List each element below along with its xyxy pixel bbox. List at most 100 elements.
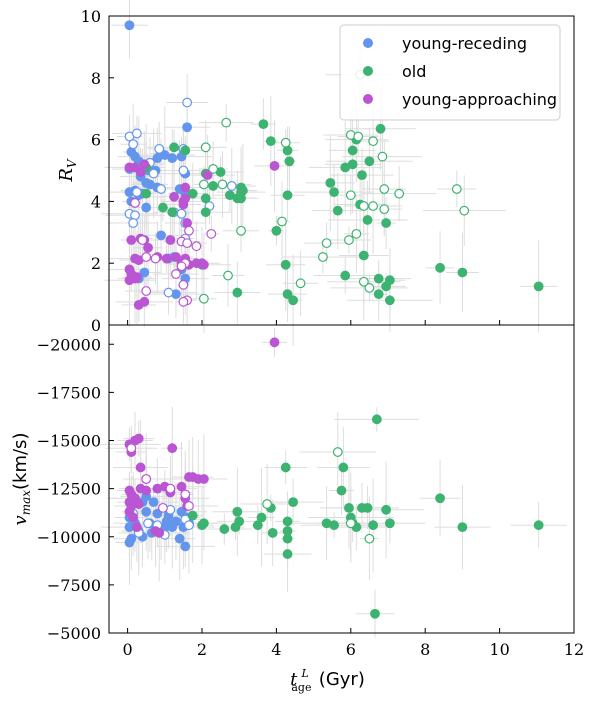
y-tick-label: −5000 (47, 624, 101, 643)
data-point-old-open (351, 228, 362, 239)
data-point-young-receding-open (176, 208, 187, 219)
data-point-young-approaching-filled (135, 462, 146, 473)
y-tick-label: −20000 (37, 335, 101, 354)
data-point-old-filled (457, 267, 468, 278)
data-point-old-filled (167, 207, 178, 218)
data-point-young-receding-open (184, 520, 194, 531)
data-point-old-filled (381, 218, 392, 228)
data-point-young-receding-filled (124, 20, 135, 31)
data-point-old-filled (371, 414, 382, 425)
data-point-young-approaching-open (141, 252, 152, 262)
data-point-old-open (295, 278, 306, 289)
y-tick-label: 8 (91, 69, 101, 88)
legend: young-receding old young-approaching (339, 24, 561, 121)
data-point-old-open (208, 164, 219, 174)
data-point-young-receding-open (143, 518, 153, 529)
x-tick-label: 10 (489, 640, 509, 659)
data-point-young-receding-filled (182, 122, 193, 133)
data-point-old-filled (384, 295, 395, 306)
data-point-young-approaching-open (180, 489, 191, 500)
data-point-old-filled (282, 190, 293, 201)
data-point-old-open (379, 184, 390, 194)
legend-label-young-approaching: young-approaching (402, 90, 557, 109)
data-point-old-filled (265, 136, 276, 147)
data-point-young-approaching-filled (131, 522, 142, 533)
data-point-young-approaching-filled (139, 296, 150, 307)
x-tick-label: 4 (271, 640, 281, 659)
data-point-old-filled (187, 510, 198, 521)
data-point-old-filled (362, 215, 373, 225)
x-tick-label: 8 (420, 640, 430, 659)
data-point-old-filled (347, 159, 358, 170)
data-point-old-open (364, 533, 375, 544)
x-tick-label: 0 (123, 640, 133, 659)
data-point-young-approaching-open (126, 443, 137, 454)
data-point-old-filled (267, 528, 278, 538)
data-point-young-approaching-filled (180, 182, 191, 193)
data-point-old-filled (280, 259, 291, 270)
data-point-young-approaching-filled (133, 433, 144, 444)
data-point-young-approaching-filled (141, 485, 152, 496)
data-point-old-filled (329, 187, 339, 198)
data-point-old-filled (258, 119, 269, 130)
data-point-old-filled (256, 512, 267, 523)
data-point-old-filled (362, 502, 373, 513)
data-point-old-filled (336, 485, 347, 496)
y-tick-label: 6 (91, 131, 101, 150)
data-point-old-open (353, 131, 364, 142)
data-point-young-receding-filled (167, 153, 178, 164)
y-tick-label: 0 (91, 316, 101, 335)
y-tick-label: 10 (81, 7, 101, 26)
data-point-young-approaching-open (137, 235, 148, 245)
data-point-old-filled (282, 549, 293, 559)
data-point-old-filled (232, 506, 243, 517)
data-point-young-approaching-open (206, 228, 217, 239)
data-point-young-approaching-filled (198, 259, 209, 270)
data-point-young-approaching-filled (169, 191, 180, 202)
data-point-old-filled (282, 289, 293, 300)
data-point-young-approaching-open (176, 261, 187, 272)
data-point-old-open (358, 276, 369, 287)
data-point-young-receding-open (226, 181, 237, 191)
data-point-young-receding-filled (152, 508, 163, 519)
data-point-old-open (364, 283, 375, 293)
data-point-old-open (280, 137, 291, 148)
data-point-young-approaching-open (165, 483, 176, 494)
data-point-old-filled (358, 250, 369, 261)
data-point-young-approaching-filled (128, 512, 139, 523)
data-point-old-filled (325, 177, 336, 188)
data-point-young-approaching-open (141, 286, 152, 296)
data-point-old-filled (340, 270, 351, 281)
data-point-old-filled (252, 520, 263, 531)
y-tick-label: −7500 (47, 576, 101, 595)
data-point-young-receding-filled (141, 202, 152, 213)
legend-label-young-receding: young-receding (402, 34, 527, 53)
y-tick-label: −12500 (37, 480, 101, 499)
y-tick-label: 2 (91, 254, 101, 273)
data-point-old-open (236, 225, 246, 236)
data-point-young-approaching-open (141, 474, 152, 484)
data-point-old-filled (282, 533, 293, 544)
data-point-old-open (217, 179, 228, 190)
data-point-old-filled (435, 262, 445, 273)
data-point-old-filled (169, 142, 180, 153)
data-point-young-approaching-filled (198, 474, 209, 484)
data-point-young-approaching-open (178, 279, 189, 290)
data-point-old-open (200, 142, 211, 153)
data-point-young-receding-open (156, 184, 166, 194)
legend-box (339, 24, 561, 121)
data-point-young-approaching-filled (202, 170, 213, 181)
data-point-young-approaching-filled (161, 253, 172, 264)
data-point-young-receding-filled (141, 506, 152, 517)
data-point-old-filled (338, 462, 349, 473)
data-point-old-open (332, 447, 343, 457)
data-point-young-approaching-open (171, 269, 181, 279)
data-point-young-approaching-filled (180, 193, 191, 204)
data-point-young-approaching-filled (139, 159, 150, 170)
data-point-old-filled (375, 123, 386, 134)
data-point-old-filled (533, 520, 544, 531)
data-point-old-open (318, 252, 328, 262)
x-tick-label: 12 (564, 640, 584, 659)
data-point-young-receding-open (154, 143, 165, 154)
